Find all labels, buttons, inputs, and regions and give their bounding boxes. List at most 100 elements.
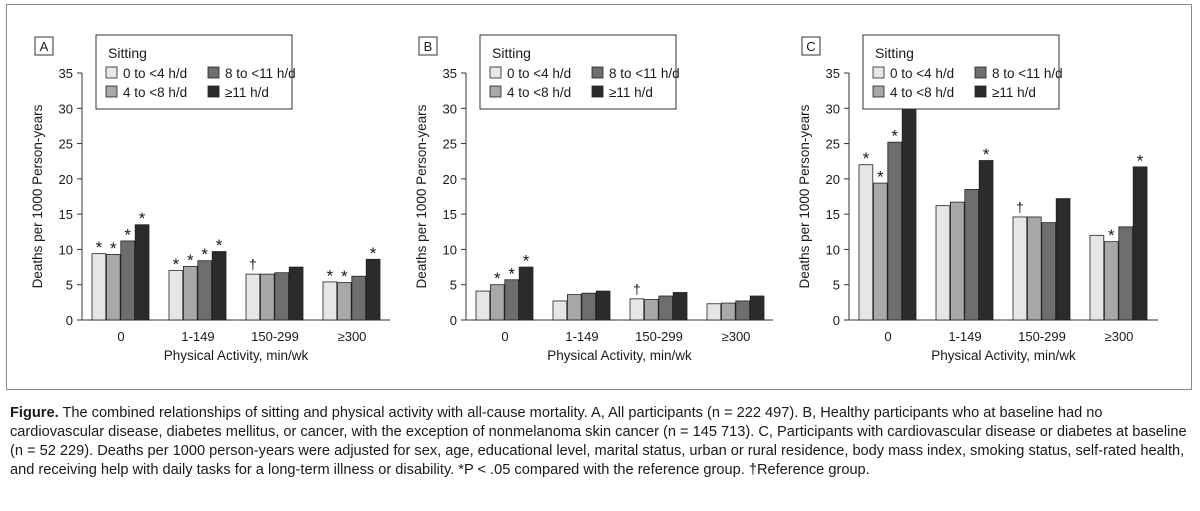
figure-charts: A 0 5 10 15 20 25 30 35 Deaths per 1000 Person-ye…: [30, 34, 1158, 363]
panel-label-box: [34, 36, 54, 56]
caption-text: The combined relationships of sitting an…: [10, 405, 1187, 478]
significance-marker: *: [877, 168, 884, 187]
legend-item-label: 0 to <4 h/d: [507, 66, 571, 81]
bar: [518, 266, 534, 321]
panel-label: A: [40, 39, 49, 54]
y-tick-label: 20: [443, 172, 457, 187]
y-tick-label: 0: [450, 313, 457, 328]
x-tick-label: ≥300: [338, 329, 367, 344]
y-tick-label: 15: [59, 207, 73, 222]
panel-label: C: [806, 39, 815, 54]
significance-marker: *: [187, 251, 194, 270]
bar: [336, 282, 352, 321]
x-tick-label: 1-149: [948, 329, 981, 344]
legend-item-label: 4 to <8 h/d: [123, 85, 187, 100]
caption-label: Figure.: [10, 405, 59, 421]
bar: [749, 295, 765, 321]
legend-swatch: [489, 66, 502, 79]
bar: [552, 300, 568, 321]
bar: [858, 164, 874, 321]
significance-marker: *: [983, 145, 990, 164]
significance-marker: *: [523, 252, 530, 271]
x-tick-label: 0: [117, 329, 124, 344]
figure-caption: Figure. The combined relationships of si…: [10, 404, 1190, 480]
legend-item-label: ≥11 h/d: [609, 85, 653, 100]
legend-title: Sitting: [875, 45, 914, 61]
panel-label-box: [801, 36, 821, 56]
bar: [644, 299, 659, 321]
y-axis-label: Deaths per 1000 Person-years: [797, 104, 812, 288]
bar: [595, 290, 611, 321]
bar: [120, 240, 136, 321]
y-tick-label: 0: [66, 313, 73, 328]
x-tick-label: ≥300: [722, 329, 751, 344]
legend-item-label: 0 to <4 h/d: [123, 66, 187, 81]
bar: [1041, 222, 1057, 321]
x-tick-label: 1-149: [565, 329, 598, 344]
significance-marker: *: [494, 269, 501, 288]
legend-swatch: [974, 85, 987, 98]
x-axis-label: Physical Activity, min/wk: [931, 348, 1076, 363]
bar: [935, 205, 951, 321]
chart-panel-c: C 0 5 10 15 20 25 30 35 Deaths per 1000 Person-ye…: [797, 34, 1158, 363]
bar: [489, 284, 505, 321]
y-tick-label: 30: [826, 101, 840, 116]
bar: [259, 273, 275, 321]
legend-item-label: 0 to <4 h/d: [890, 66, 954, 81]
reference-marker: †: [249, 256, 257, 272]
significance-marker: *: [863, 149, 870, 168]
bar: [211, 251, 227, 321]
bar: [182, 265, 198, 321]
legend-swatch: [105, 85, 118, 98]
significance-marker: *: [124, 225, 131, 244]
bar: [721, 302, 736, 321]
legend-swatch: [207, 85, 220, 98]
x-tick-label: ≥300: [1105, 329, 1134, 344]
x-tick-label: 1-149: [181, 329, 214, 344]
x-tick-label: 0: [884, 329, 891, 344]
bar: [91, 253, 107, 321]
y-axis-label: Deaths per 1000 Person-years: [30, 104, 45, 288]
legend-swatch: [105, 66, 118, 79]
x-tick-label: 150-299: [635, 329, 683, 344]
bar: [706, 303, 722, 321]
significance-marker: *: [96, 238, 103, 257]
y-tick-label: 25: [59, 137, 73, 152]
figure-frame: [6, 4, 1192, 390]
significance-marker: *: [327, 266, 334, 285]
x-tick-label: 150-299: [1018, 329, 1066, 344]
significance-marker: *: [110, 239, 117, 258]
chart-panel-b: B 0 5 10 15 20 25 30 35 Deaths per 1000 Person-ye…: [414, 34, 773, 363]
y-tick-label: 5: [833, 278, 840, 293]
x-axis-label: Physical Activity, min/wk: [547, 348, 692, 363]
significance-marker: *: [139, 209, 146, 228]
bar: [581, 292, 596, 321]
legend-item-label: 8 to <11 h/d: [992, 66, 1063, 81]
bar: [672, 292, 688, 321]
legend-swatch: [872, 66, 885, 79]
bar: [1089, 234, 1105, 321]
bar: [197, 260, 213, 321]
legend-box: [95, 34, 293, 110]
legend-swatch: [872, 85, 885, 98]
legend-swatch: [591, 66, 604, 79]
legend-swatch: [207, 66, 220, 79]
panel-label-box: [418, 36, 438, 56]
legend-item-label: ≥11 h/d: [992, 85, 1036, 100]
y-tick-label: 15: [826, 207, 840, 222]
x-axis-label: Physical Activity, min/wk: [164, 348, 309, 363]
y-tick-label: 20: [59, 172, 73, 187]
y-tick-label: 20: [826, 172, 840, 187]
bar: [365, 258, 381, 321]
y-tick-label: 5: [450, 278, 457, 293]
y-tick-label: 30: [59, 101, 73, 116]
bar: [351, 275, 366, 321]
bar: [1055, 198, 1071, 321]
legend-box: [862, 34, 1060, 110]
x-tick-label: 0: [501, 329, 508, 344]
legend-swatch: [974, 66, 987, 79]
y-tick-label: 25: [826, 137, 840, 152]
significance-marker: *: [891, 127, 898, 146]
y-tick-label: 30: [443, 101, 457, 116]
panel-label: B: [424, 39, 433, 54]
